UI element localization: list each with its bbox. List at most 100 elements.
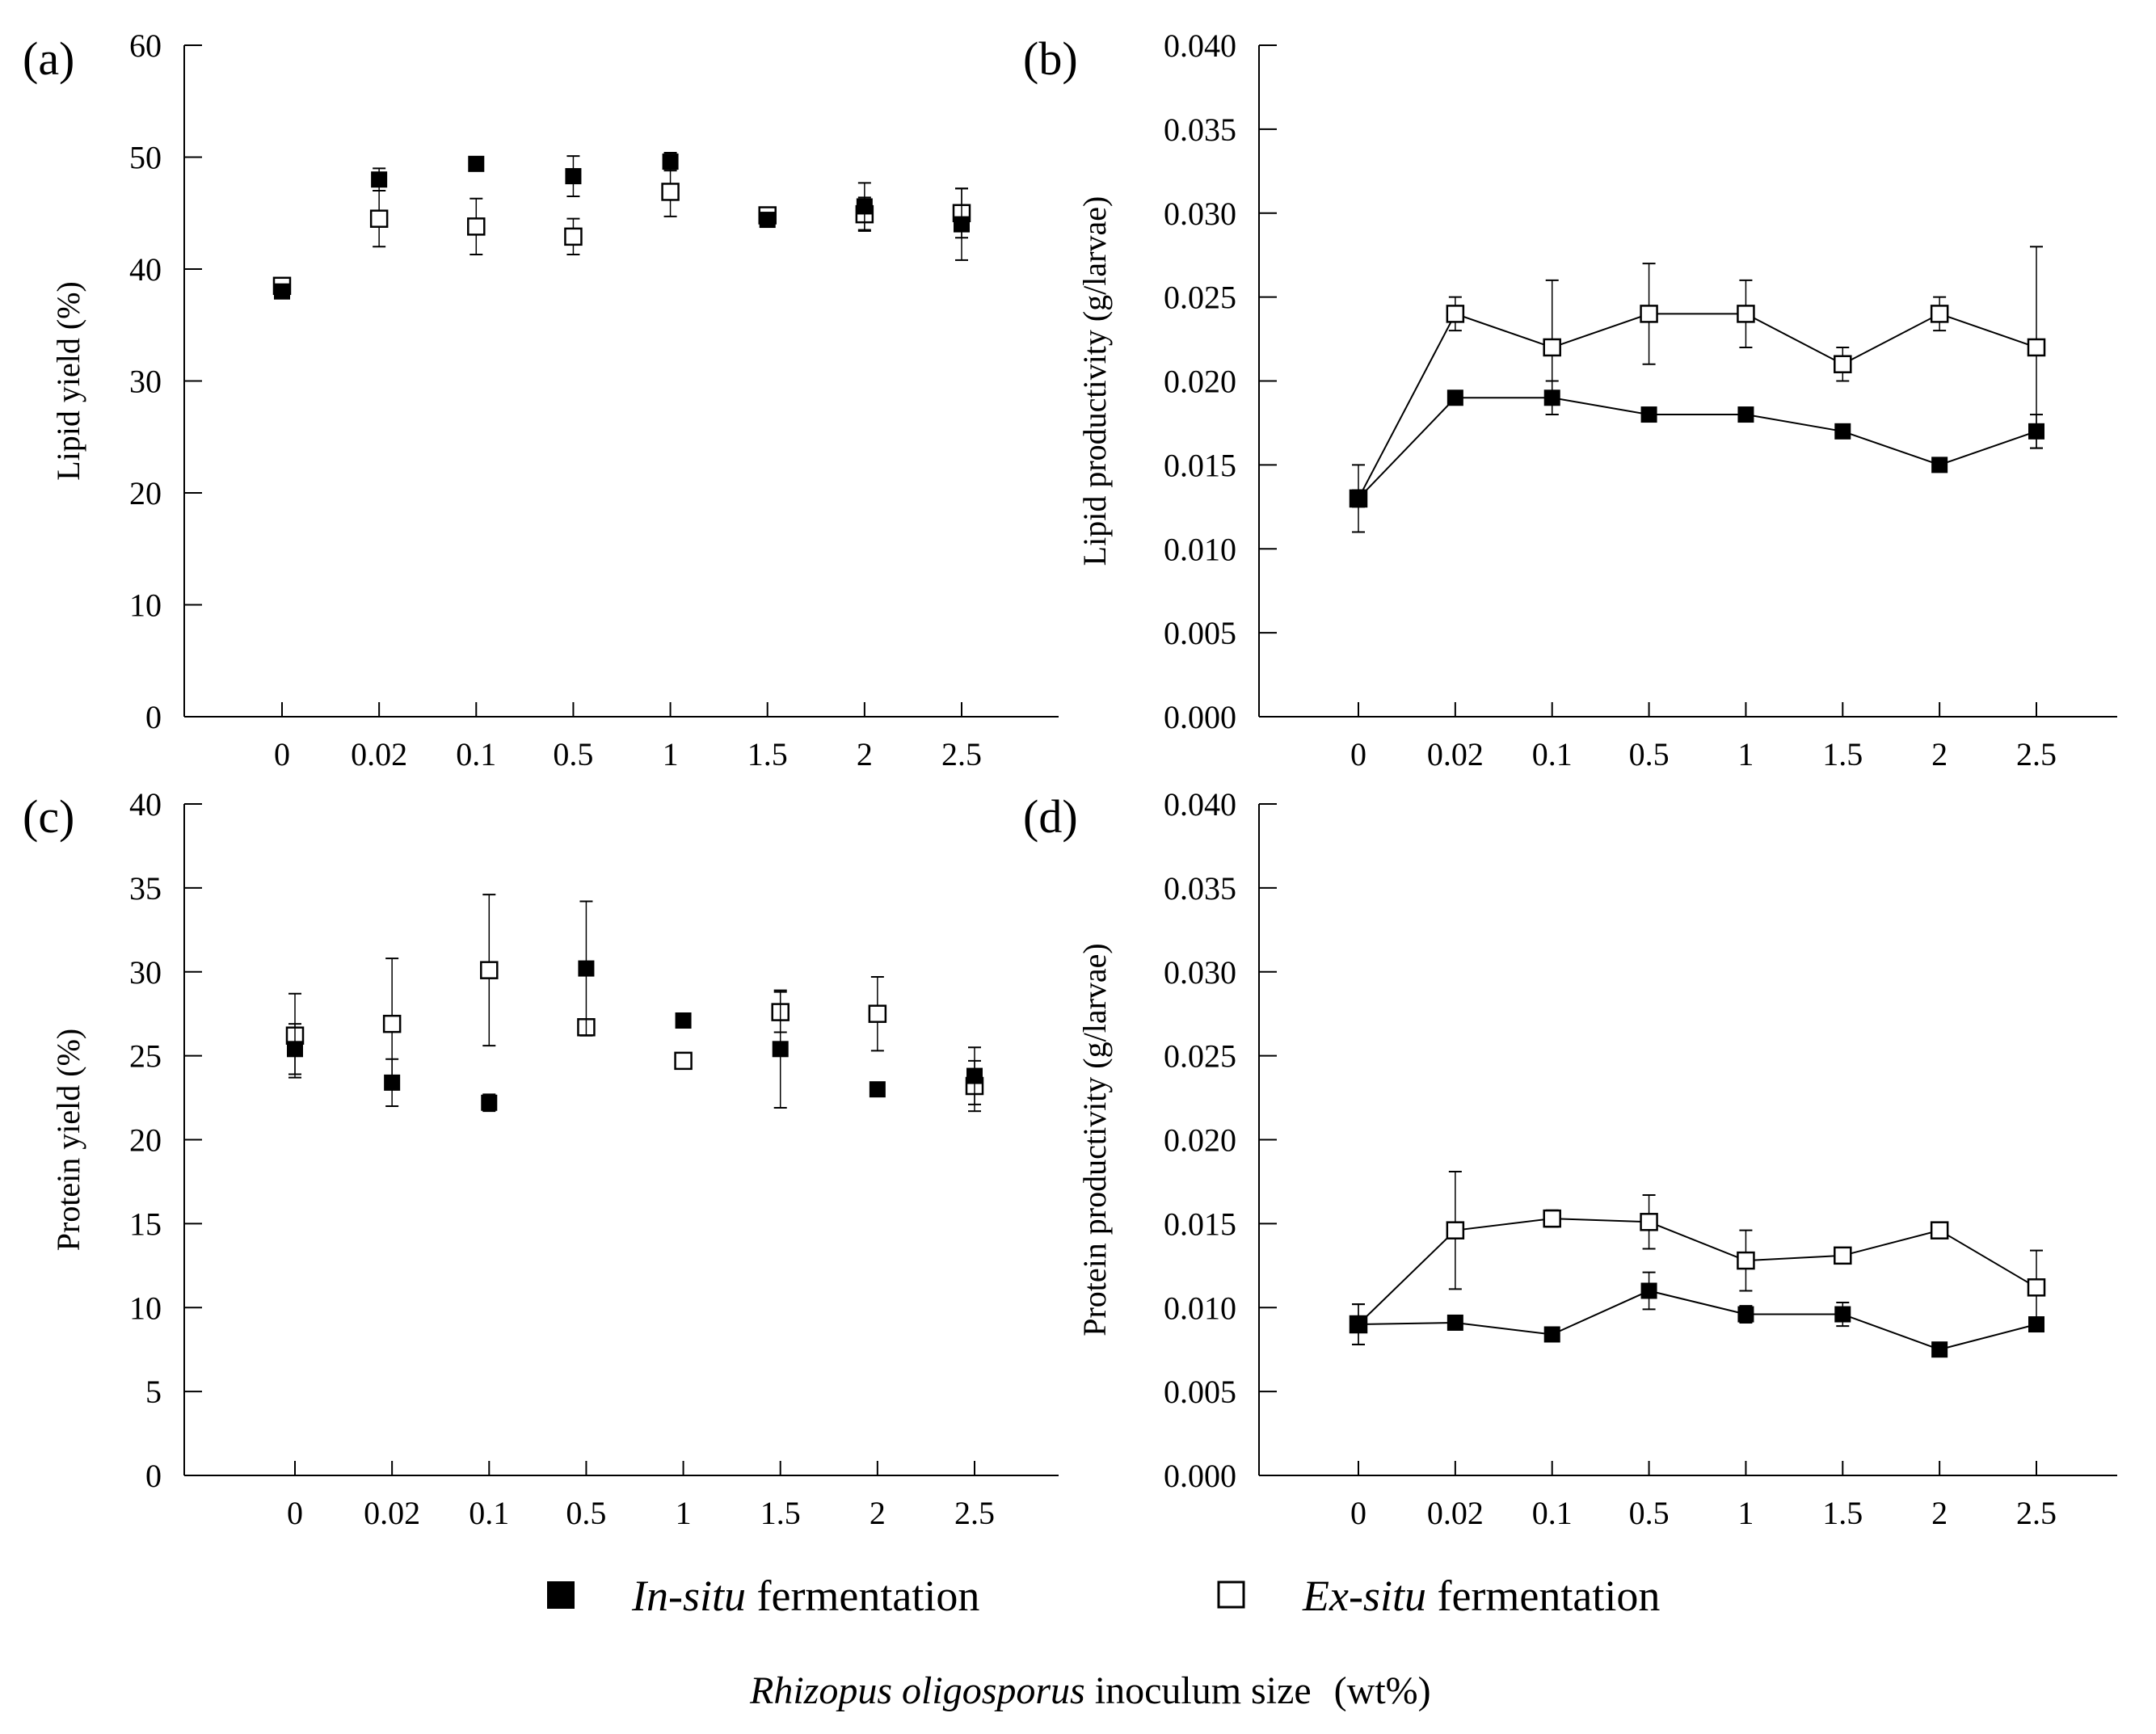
y-tick-label: 60 (129, 27, 162, 64)
data-point (1640, 1213, 1658, 1231)
data-point (1543, 1209, 1561, 1228)
data-point (382, 1014, 402, 1033)
y-tick-label: 30 (129, 954, 162, 991)
y-tick-label: 0.010 (1164, 1290, 1236, 1326)
data-point (1737, 406, 1754, 423)
y-tick-label: 50 (129, 140, 162, 176)
x-tick-label: 1.5 (760, 1495, 801, 1531)
x-axis-caption: Rhizopus oligosporus inoculum size (wt%) (749, 1669, 1431, 1712)
panel-c: 0 5 10 15 20 25 30 35 40 0 0.02 0.1 0.5 1 1.5 2 2.5 Prote… (23, 786, 1059, 1531)
series-line (1358, 1218, 2037, 1325)
data-point (1543, 338, 1561, 357)
data-point (564, 227, 583, 246)
x-tick-label: 1 (676, 1495, 692, 1531)
data-point (2027, 338, 2046, 357)
data-point (1834, 423, 1851, 440)
y-tick-label: 0 (145, 699, 162, 735)
data-point (1737, 305, 1755, 323)
data-point (371, 171, 388, 188)
data-point (1931, 1341, 1948, 1358)
data-point (772, 1041, 789, 1058)
legend-ex-situ-marker (1217, 1580, 1245, 1609)
x-tick-label: 1.5 (1822, 1495, 1863, 1531)
series-in-situ (274, 151, 970, 300)
data-point (468, 155, 485, 172)
x-tick-label: 2 (1931, 1495, 1948, 1531)
data-point (1737, 1251, 1755, 1270)
data-point (2027, 1278, 2046, 1297)
x-tick-label: 2 (870, 1495, 886, 1531)
series-in-situ (1350, 1271, 2044, 1358)
series-line (1358, 1290, 2037, 1351)
data-point (856, 198, 873, 215)
legend-in-situ-marker (547, 1581, 575, 1609)
x-tick-label: 0.02 (1427, 736, 1484, 772)
data-point (1350, 1316, 1366, 1333)
data-point (369, 209, 389, 228)
series-line (1358, 313, 2037, 499)
y-tick-label: 15 (129, 1206, 162, 1242)
y-tick-label: 0.030 (1164, 196, 1236, 232)
x-tick-label: 1 (1737, 1495, 1754, 1531)
y-tick-label: 0.000 (1164, 699, 1236, 735)
series-in-situ (1350, 380, 2044, 508)
panel-label: (d) (1023, 790, 1078, 843)
x-tick-label: 1 (1737, 736, 1754, 772)
series-in-situ (287, 900, 983, 1113)
data-point (759, 212, 776, 229)
panel-a: 0 10 20 30 40 50 60 0 0.02 0.1 0.5 1 1.5 2 2.5 Lipid yi… (23, 27, 1059, 772)
legend-ex-situ-italic: Ex-situ (1302, 1572, 1426, 1620)
data-point (1543, 1326, 1560, 1343)
data-point (1446, 1221, 1465, 1239)
y-axis-title: Protein yield (%) (50, 1029, 86, 1252)
x-tick-label: 2 (857, 736, 873, 772)
data-point (966, 1067, 983, 1084)
y-tick-label: 0.025 (1164, 1038, 1236, 1075)
y-tick-label: 0.040 (1164, 27, 1236, 64)
x-tick-label: 2.5 (2016, 1495, 2057, 1531)
y-axis-title: Lipid yield (%) (50, 281, 86, 481)
panel-label: (c) (23, 790, 74, 843)
data-point (1640, 305, 1658, 323)
data-point (1446, 305, 1465, 323)
y-tick-label: 0.040 (1164, 786, 1236, 823)
x-tick-label: 0.1 (469, 1495, 509, 1531)
data-point (1446, 1314, 1463, 1331)
data-point (868, 1004, 887, 1023)
y-tick-label: 40 (129, 251, 162, 288)
y-tick-label: 0.025 (1164, 280, 1236, 316)
data-point (1834, 1246, 1852, 1265)
y-tick-label: 0.010 (1164, 531, 1236, 567)
y-tick-label: 0.005 (1164, 1374, 1236, 1410)
legend: In-situ fermentation Ex-situ fermentatio… (547, 1572, 1660, 1620)
legend-in-situ-italic: In-situ (631, 1572, 746, 1620)
data-point (384, 1074, 401, 1091)
x-tick-label: 1 (663, 736, 679, 772)
data-point (578, 960, 595, 977)
data-point (565, 168, 582, 185)
data-point (869, 1081, 886, 1098)
x-tick-label: 2.5 (941, 736, 982, 772)
data-point (1350, 490, 1366, 507)
x-tick-label: 0.02 (364, 1495, 420, 1531)
data-point (1930, 305, 1949, 323)
data-point (480, 961, 499, 979)
data-point (2028, 423, 2044, 440)
x-tick-label: 0.5 (1629, 736, 1670, 772)
data-point (481, 1094, 498, 1111)
y-tick-label: 0.035 (1164, 112, 1236, 148)
x-tick-label: 0.02 (1427, 1495, 1484, 1531)
y-tick-label: 20 (129, 1122, 162, 1159)
data-point (274, 283, 290, 300)
y-tick-label: 0.015 (1164, 447, 1236, 483)
data-point (1834, 1306, 1851, 1323)
x-caption-italic: Rhizopus oligosporus (749, 1669, 1085, 1712)
x-caption-unit: (wt%) (1334, 1669, 1431, 1712)
data-point (675, 1012, 692, 1029)
panel-label: (a) (23, 32, 74, 85)
x-tick-label: 0 (274, 736, 290, 772)
x-tick-label: 0.5 (566, 1495, 606, 1531)
data-point (1640, 406, 1657, 423)
